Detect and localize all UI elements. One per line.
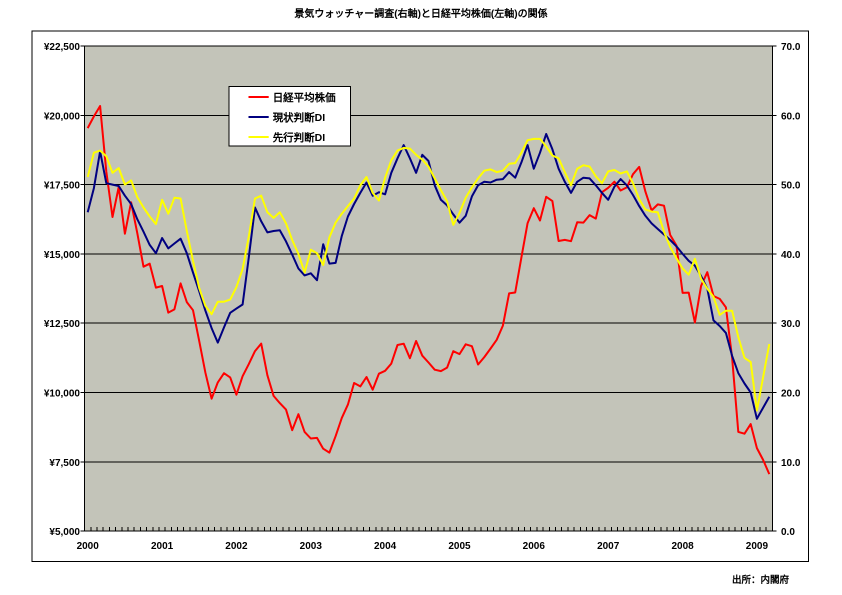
svg-text:40.0: 40.0 [781, 250, 801, 261]
svg-text:2006: 2006 [523, 541, 546, 552]
svg-text:2003: 2003 [300, 541, 323, 552]
svg-text:20.0: 20.0 [781, 389, 801, 400]
svg-text:¥12,500: ¥12,500 [44, 319, 81, 330]
svg-text:景気ウォッチャー調査(右軸)と日経平均株価(左軸)の関係: 景気ウォッチャー調査(右軸)と日経平均株価(左軸)の関係 [294, 7, 547, 20]
svg-text:出所：内閣府: 出所：内閣府 [732, 574, 790, 586]
svg-text:2001: 2001 [151, 541, 174, 552]
svg-text:30.0: 30.0 [781, 319, 801, 330]
svg-text:先行判断DI: 先行判断DI [273, 131, 326, 144]
svg-text:10.0: 10.0 [781, 458, 801, 469]
svg-text:¥5,000: ¥5,000 [49, 527, 80, 538]
svg-text:¥17,500: ¥17,500 [44, 181, 81, 192]
svg-text:2004: 2004 [374, 541, 397, 552]
svg-text:2005: 2005 [448, 541, 471, 552]
svg-text:現状判断DI: 現状判断DI [273, 111, 326, 124]
svg-text:2008: 2008 [671, 541, 694, 552]
svg-text:50.0: 50.0 [781, 181, 801, 192]
svg-text:0.0: 0.0 [781, 527, 795, 538]
svg-text:¥7,500: ¥7,500 [49, 458, 80, 469]
svg-text:2000: 2000 [77, 541, 100, 552]
svg-text:日経平均株価: 日経平均株価 [273, 91, 336, 104]
svg-text:¥10,000: ¥10,000 [44, 389, 81, 400]
svg-text:2007: 2007 [597, 541, 620, 552]
svg-text:¥20,000: ¥20,000 [44, 111, 81, 122]
svg-text:2002: 2002 [225, 541, 248, 552]
svg-text:70.0: 70.0 [781, 42, 801, 53]
svg-text:60.0: 60.0 [781, 111, 801, 122]
svg-text:2009: 2009 [746, 541, 769, 552]
svg-text:¥22,500: ¥22,500 [44, 42, 81, 53]
svg-text:¥15,000: ¥15,000 [44, 250, 81, 261]
